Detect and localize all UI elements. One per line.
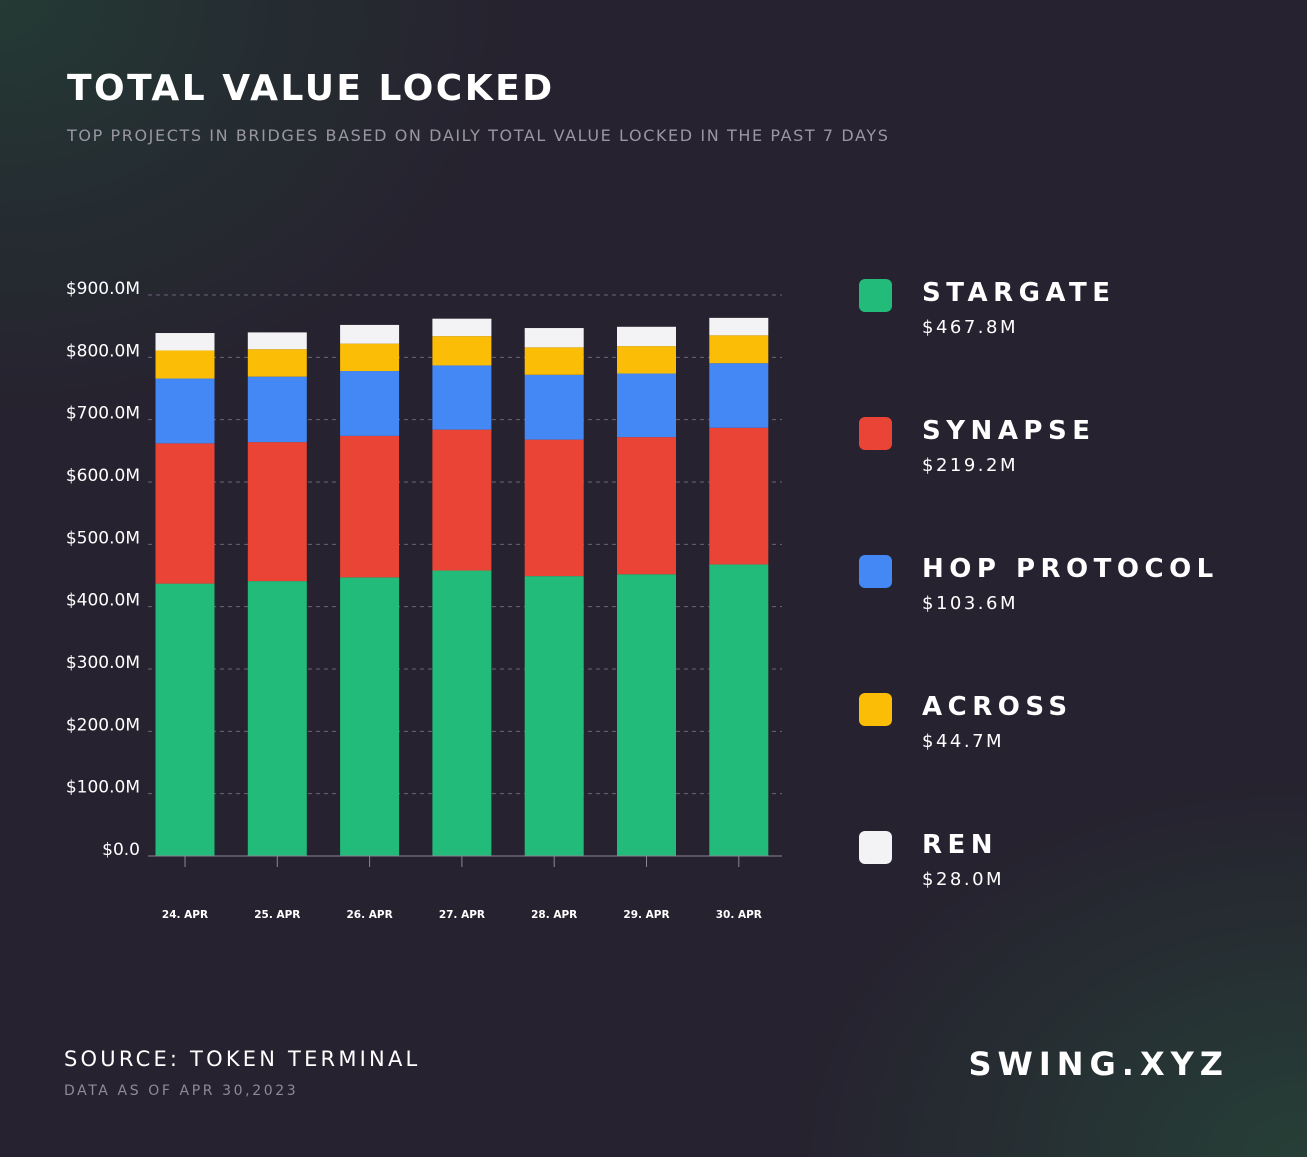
bar-segment-ren <box>155 333 215 351</box>
bar-segment-hop-protocol <box>432 365 492 430</box>
bar-segment-ren <box>340 324 400 344</box>
bar-segment-stargate <box>432 570 492 856</box>
bars <box>155 317 769 856</box>
legend-label-synapse: SYNAPSE <box>922 416 1096 446</box>
y-tick-label: $100.0M <box>66 778 140 798</box>
legend-item-ren: REN $28.0M <box>859 830 1279 901</box>
bar-segment-ren <box>524 328 584 348</box>
legend-label-stargate: STARGATE <box>922 278 1116 308</box>
y-tick-label: $600.0M <box>66 466 140 486</box>
legend-value-across: $44.7M <box>922 731 1005 752</box>
bar-segment-across <box>247 349 307 377</box>
legend-item-across: ACROSS $44.7M <box>859 692 1279 763</box>
y-tick-label: $300.0M <box>66 653 140 673</box>
bar-segment-across <box>340 343 400 372</box>
bar-segment-ren <box>432 318 492 337</box>
bar-segment-across <box>617 346 676 374</box>
y-tick-label: $500.0M <box>66 528 140 548</box>
y-tick-label: $900.0M <box>66 279 140 299</box>
legend-item-hop-protocol: HOP PROTOCOL $103.6M <box>859 554 1279 625</box>
y-tick-label: $700.0M <box>66 404 140 424</box>
brand-logo-text: SWING.XYZ <box>968 1045 1229 1083</box>
legend-item-stargate: STARGATE $467.8M <box>859 278 1279 349</box>
y-tick-label: $0.0 <box>102 840 140 860</box>
legend-label-ren: REN <box>922 830 999 860</box>
legend-value-synapse: $219.2M <box>922 455 1019 476</box>
bar-segment-synapse <box>155 443 215 584</box>
bar-segment-across <box>524 347 584 375</box>
bar-segment-stargate <box>709 564 769 856</box>
chart-title: TOTAL VALUE LOCKED <box>67 68 555 109</box>
x-tick-label: 29. APR <box>623 909 669 921</box>
bar-segment-synapse <box>617 437 676 575</box>
y-tick-label: $400.0M <box>66 591 140 611</box>
y-tick-label: $800.0M <box>66 341 140 361</box>
x-tick-label: 25. APR <box>254 909 300 921</box>
x-tick-label: 28. APR <box>531 909 577 921</box>
bar-segment-ren <box>709 317 769 336</box>
legend-value-stargate: $467.8M <box>922 317 1019 338</box>
bar-segment-synapse <box>524 439 584 577</box>
bar-segment-hop-protocol <box>340 371 400 436</box>
x-tick-label: 27. APR <box>439 909 485 921</box>
legend-swatch-stargate <box>859 279 892 312</box>
legend-label-across: ACROSS <box>922 692 1073 722</box>
legend-value-hop-protocol: $103.6M <box>922 593 1019 614</box>
x-axis-ticks: 24. APR 25. APR 26. APR 27. APR 28. APR 29. A… <box>162 856 762 921</box>
legend-value-ren: $28.0M <box>922 869 1005 890</box>
bar-segment-stargate <box>340 577 400 856</box>
legend-swatch-hop-protocol <box>859 555 892 588</box>
y-tick-label: $200.0M <box>66 715 140 735</box>
bar-segment-across <box>432 336 492 366</box>
chart-subtitle: TOP PROJECTS IN BRIDGES BASED ON DAILY T… <box>67 126 890 145</box>
data-as-of-text: DATA AS OF APR 30,2023 <box>64 1083 299 1099</box>
bar-segment-stargate <box>524 576 584 856</box>
source-text: SOURCE: TOKEN TERMINAL <box>64 1047 421 1071</box>
legend-swatch-ren <box>859 831 892 864</box>
bar-segment-hop-protocol <box>617 373 676 438</box>
bar-segment-ren <box>617 326 676 347</box>
bar-segment-hop-protocol <box>709 363 769 428</box>
bar-segment-hop-protocol <box>524 374 584 440</box>
x-tick-label: 30. APR <box>716 909 762 921</box>
bar-segment-stargate <box>155 583 215 856</box>
bar-segment-synapse <box>247 442 307 582</box>
bar-segment-stargate <box>247 581 307 856</box>
legend-swatch-across <box>859 693 892 726</box>
legend-swatch-synapse <box>859 417 892 450</box>
bar-segment-ren <box>247 332 307 350</box>
legend-label-hop-protocol: HOP PROTOCOL <box>922 554 1219 584</box>
bar-segment-stargate <box>617 574 676 856</box>
x-tick-label: 26. APR <box>347 909 393 921</box>
bar-segment-hop-protocol <box>155 378 215 444</box>
bar-segment-synapse <box>340 435 400 578</box>
legend-item-synapse: SYNAPSE $219.2M <box>859 416 1279 487</box>
bar-segment-hop-protocol <box>247 376 307 443</box>
bar-segment-across <box>155 350 215 379</box>
bar-segment-synapse <box>709 427 769 565</box>
x-tick-label: 24. APR <box>162 909 208 921</box>
stacked-bar-chart: $0.0 $100.0M $200.0M $300.0M $400.0M $500.0M $… <box>66 279 782 921</box>
y-axis-ticks: $0.0 $100.0M $200.0M $300.0M $400.0M $500.0M $… <box>66 279 140 860</box>
bar-segment-synapse <box>432 429 492 571</box>
bar-segment-across <box>709 335 769 364</box>
